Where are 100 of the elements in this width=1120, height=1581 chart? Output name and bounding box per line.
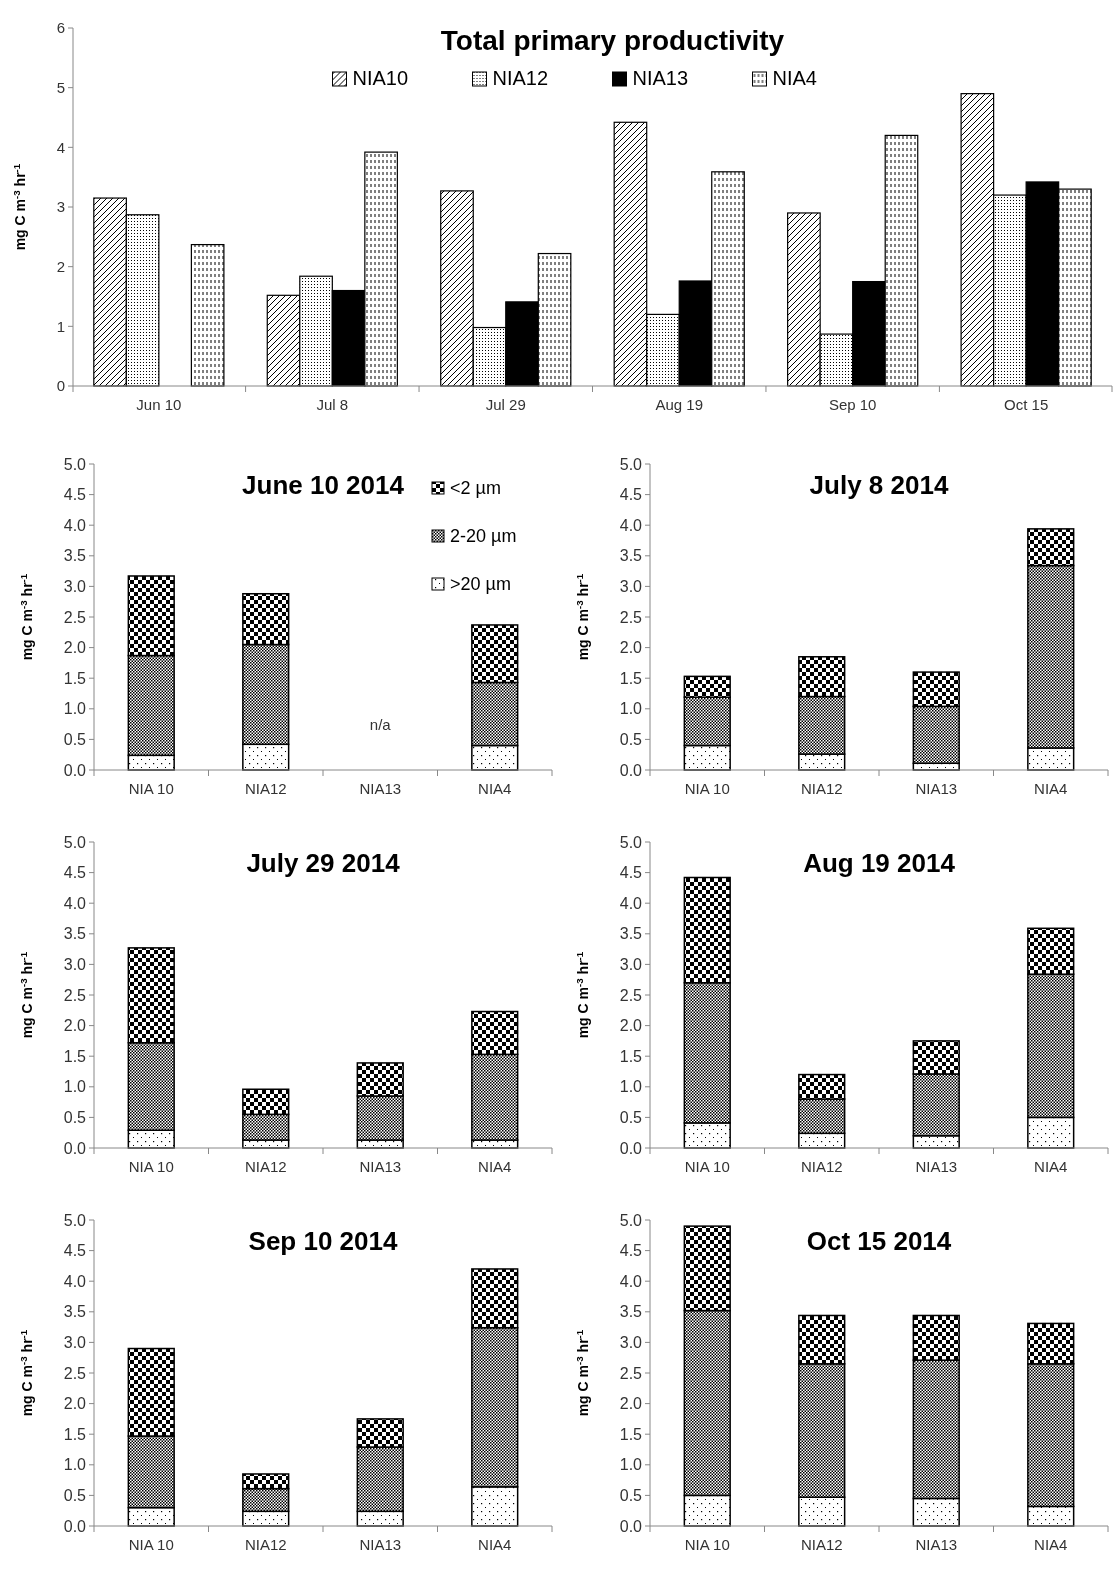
y-tick-label: 0.0 [63, 1139, 87, 1157]
y-tick-label: 2.5 [63, 986, 87, 1004]
chart-title: June 10 2014 [242, 470, 405, 500]
y-tick-label: 4.5 [63, 864, 87, 882]
y-tick-label: 4.0 [619, 516, 643, 534]
y-tick-label: 1.5 [619, 1425, 643, 1443]
y-tick-label: 2.0 [619, 1395, 643, 1413]
x-tick-label: NIA13 [359, 780, 402, 797]
x-tick-label: NIA13 [359, 1158, 402, 1175]
y-tick-label: 1.5 [619, 1047, 643, 1065]
y-tick-label: 0.0 [619, 761, 643, 779]
y-tick-label: 1.0 [63, 1078, 87, 1096]
x-tick-label: NIA4 [1034, 1536, 1068, 1553]
y-tick-label: 3.5 [619, 547, 643, 565]
y-tick-label: 3.5 [63, 1303, 87, 1321]
y-tick-label: 0.5 [619, 1487, 643, 1504]
x-tick-label: NIA 10 [128, 1158, 174, 1175]
x-tick-label: NIA13 [915, 1158, 958, 1175]
x-tick-label: NIA4 [1034, 1158, 1068, 1175]
x-tick-label: NIA12 [244, 1158, 287, 1175]
x-tick-label: NIA13 [915, 1536, 958, 1553]
y-tick-label: 2.0 [63, 1017, 87, 1035]
y-tick-label: 4.5 [63, 1242, 87, 1260]
y-tick-label: 5.0 [619, 1211, 643, 1229]
x-tick-label: NIA 10 [128, 780, 174, 797]
x-tick-label: NIA12 [800, 780, 843, 797]
y-tick-label: 3.5 [63, 925, 87, 943]
x-tick-label: Jul 29 [485, 396, 526, 413]
y-tick-label: 4.5 [619, 1242, 643, 1260]
y-tick-label: 1 [56, 317, 65, 335]
y-tick-label: 3.0 [619, 1334, 643, 1351]
y-tick-label: 5.0 [63, 455, 87, 473]
chart-title: Total primary productivity [440, 25, 785, 56]
x-tick-label: Jun 10 [136, 396, 182, 413]
y-tick-label: 6 [56, 19, 65, 37]
y-tick-label: 4.0 [63, 1272, 87, 1290]
y-tick-label: 5.0 [619, 833, 643, 851]
x-tick-label: NIA 10 [684, 1158, 730, 1175]
y-tick-label: 0.5 [619, 731, 643, 748]
y-tick-label: 2.0 [63, 1395, 87, 1413]
y-tick-label: 1.5 [63, 1425, 87, 1443]
x-tick-label: NIA12 [244, 1536, 287, 1553]
y-tick-label: 4 [56, 138, 65, 156]
bar [190, 243, 225, 387]
y-tick-label: 2.5 [619, 608, 643, 626]
x-tick-label: Aug 19 [655, 396, 703, 413]
y-tick-label: 1.0 [63, 1456, 87, 1474]
y-tick-label: 5.0 [63, 1211, 87, 1229]
chart-title: July 29 2014 [246, 848, 401, 878]
y-tick-label: 3.0 [619, 578, 643, 595]
x-tick-label: NIA 10 [128, 1536, 174, 1553]
chart-title: Sep 10 2014 [248, 1226, 398, 1256]
y-tick-label: 1.5 [619, 669, 643, 687]
y-tick-label: 0.5 [63, 1487, 87, 1504]
y-tick-label: 0.0 [63, 761, 87, 779]
x-tick-label: NIA 10 [684, 1536, 730, 1553]
x-tick-label: NIA4 [478, 780, 512, 797]
legend-label: >20 µm [450, 574, 511, 594]
y-tick-label: 4.0 [619, 894, 643, 912]
x-tick-label: Jul 8 [316, 396, 349, 413]
y-tick-label: 0.5 [63, 731, 87, 748]
y-tick-label: 1.0 [63, 700, 87, 718]
y-tick-label: 2 [56, 257, 65, 275]
chart-title: Aug 19 2014 [803, 848, 956, 878]
x-tick-label: NIA12 [244, 780, 287, 797]
y-tick-label: 2.5 [619, 986, 643, 1004]
legend-label: NIA4 [772, 67, 817, 89]
y-tick-label: 4.5 [63, 486, 87, 504]
y-tick-label: 1.0 [619, 1078, 643, 1096]
legend-label: NIA10 [352, 67, 409, 89]
legend-label: NIA12 [492, 67, 549, 89]
y-tick-label: 4.0 [63, 516, 87, 534]
chart-title: Oct 15 2014 [806, 1226, 952, 1256]
y-tick-label: 1.0 [619, 700, 643, 718]
y-tick-label: 3 [56, 198, 65, 216]
y-tick-label: 1.0 [619, 1456, 643, 1474]
chart-title: July 8 2014 [809, 470, 949, 500]
y-tick-label: 3.5 [619, 1303, 643, 1321]
y-tick-label: 4.5 [619, 864, 643, 882]
y-tick-label: 1.5 [63, 669, 87, 687]
x-tick-label: NIA4 [1034, 780, 1068, 797]
annotation: n/a [369, 716, 392, 733]
x-tick-label: NIA12 [800, 1536, 843, 1553]
x-tick-label: NIA12 [800, 1158, 843, 1175]
y-tick-label: 2.5 [619, 1364, 643, 1382]
x-tick-label: Sep 10 [828, 396, 877, 413]
y-tick-label: 0.0 [619, 1139, 643, 1157]
y-tick-label: 2.5 [63, 1364, 87, 1382]
y-tick-label: 5.0 [63, 833, 87, 851]
y-tick-label: 0.0 [63, 1517, 87, 1535]
y-tick-label: 3.5 [63, 547, 87, 565]
y-tick-label: 3.0 [63, 1334, 87, 1351]
y-tick-label: 4.0 [63, 894, 87, 912]
y-tick-label: 2.0 [619, 639, 643, 657]
y-tick-label: 1.5 [63, 1047, 87, 1065]
y-tick-label: 2.5 [63, 608, 87, 626]
y-tick-label: 0.5 [63, 1109, 87, 1126]
y-tick-label: 2.0 [63, 639, 87, 657]
legend-label: <2 µm [450, 478, 501, 498]
legend-label: NIA13 [632, 67, 689, 89]
